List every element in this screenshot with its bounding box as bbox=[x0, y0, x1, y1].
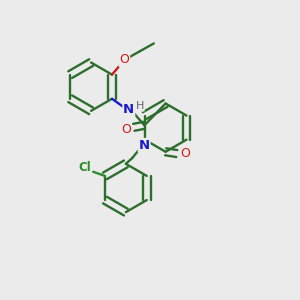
Text: Cl: Cl bbox=[78, 161, 91, 174]
Text: O: O bbox=[180, 147, 190, 160]
Text: N: N bbox=[139, 139, 150, 152]
Text: O: O bbox=[121, 123, 131, 136]
Text: O: O bbox=[119, 53, 129, 66]
Text: N: N bbox=[123, 103, 134, 116]
Text: H: H bbox=[136, 101, 144, 111]
